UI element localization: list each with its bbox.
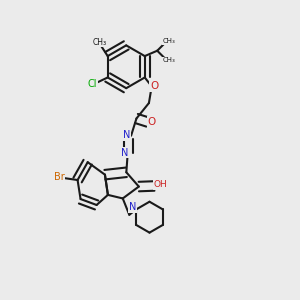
Text: CH₃: CH₃ bbox=[93, 38, 107, 46]
Text: N: N bbox=[121, 148, 128, 158]
Text: N: N bbox=[123, 130, 130, 140]
Text: Cl: Cl bbox=[88, 79, 97, 89]
Text: O: O bbox=[148, 117, 156, 127]
Text: N: N bbox=[129, 202, 136, 212]
Text: O: O bbox=[150, 81, 158, 92]
Text: Br: Br bbox=[54, 172, 64, 182]
Text: CH₃: CH₃ bbox=[163, 57, 176, 63]
Text: CH₃: CH₃ bbox=[163, 38, 176, 44]
Text: OH: OH bbox=[153, 180, 167, 189]
